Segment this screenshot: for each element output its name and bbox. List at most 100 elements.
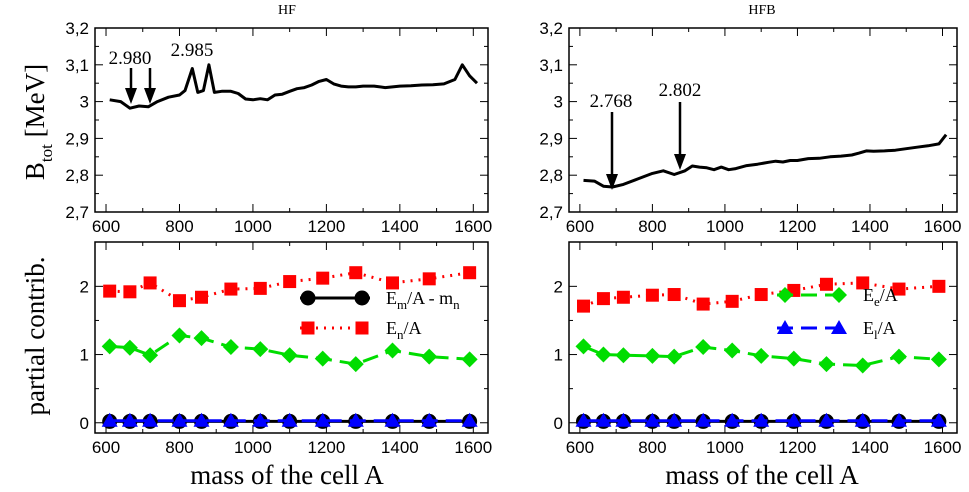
legend-label: Ee/A	[863, 285, 898, 309]
annotation-arrow-head	[674, 154, 686, 170]
y-tick-label: 2,8	[65, 166, 89, 185]
data-point	[253, 281, 267, 295]
panel-hf-partial: 600 800 1000 1200 1400 1600 0 1 2 Em/A - mn En/A	[80, 241, 492, 457]
annotation-label: 2.802	[659, 80, 702, 101]
data-point	[666, 412, 683, 427]
data-point	[421, 412, 438, 427]
x-tick-label: 1600	[924, 217, 962, 236]
annotation-label: 2.768	[590, 91, 633, 112]
data-point	[930, 412, 947, 427]
y-axis-label-top-symbol: B	[20, 162, 50, 180]
panel-title-hf: HF	[278, 3, 296, 18]
x-axis-label-right: mass of the cell A	[665, 460, 859, 490]
x-tick-label: 800	[165, 438, 193, 457]
data-point	[347, 356, 364, 373]
data-point	[281, 412, 298, 427]
x-tick-label: 1400	[381, 217, 419, 236]
y-tick-label: 3	[80, 93, 89, 112]
y-axis-label-top-subscript: tot	[37, 144, 56, 162]
x-tick-label: 600	[566, 438, 594, 457]
x-tick-label: 1000	[234, 438, 272, 457]
data-point	[142, 412, 159, 427]
x-tick-label: 800	[165, 217, 193, 236]
data-point	[595, 412, 612, 427]
y-tick-label: 2,7	[539, 203, 563, 222]
y-axis-label-top: Btot [MeV]	[20, 64, 56, 180]
data-point	[696, 297, 710, 311]
x-tick-label: 1600	[454, 217, 492, 236]
data-point	[575, 412, 592, 427]
data-point	[314, 412, 331, 427]
data-point	[667, 288, 681, 302]
data-point	[932, 279, 946, 293]
data-point	[142, 347, 159, 364]
x-tick-label: 1200	[779, 438, 817, 457]
data-point	[930, 351, 947, 368]
y-tick-label: 3,1	[65, 56, 89, 75]
data-point	[101, 412, 118, 427]
data-point	[595, 346, 612, 363]
y-tick-label: 2,9	[65, 129, 89, 148]
data-point	[856, 276, 870, 290]
data-point	[753, 347, 770, 364]
y-tick-label: 0	[554, 414, 563, 433]
annotation-label: 2.980	[109, 48, 152, 69]
legend-marker	[831, 320, 847, 334]
data-point	[615, 347, 632, 364]
data-point	[463, 266, 477, 280]
data-point	[384, 342, 401, 359]
y-tick-label: 2,9	[539, 129, 563, 148]
data-point	[171, 412, 188, 427]
panel-hfb-partial: 600 800 1000 1200 1400 1600 0 1 2 Ee/A El/A	[554, 241, 961, 457]
data-point	[461, 412, 478, 427]
data-point	[193, 412, 210, 427]
data-point	[461, 351, 478, 368]
x-tick-label: 600	[92, 438, 120, 457]
y-tick-label: 2,7	[65, 203, 89, 222]
annotation-label: 2.985	[171, 40, 214, 61]
data-point	[103, 284, 117, 298]
data-point	[724, 412, 741, 427]
y-tick-label: 2	[80, 277, 89, 296]
x-tick-label: 1200	[779, 217, 817, 236]
data-point	[171, 327, 188, 344]
data-point	[281, 347, 298, 364]
data-point	[666, 348, 683, 365]
legend-label: En/A	[386, 318, 422, 342]
data-point	[818, 412, 835, 427]
data-point	[121, 412, 138, 427]
annotation-arrow-head	[606, 174, 618, 190]
x-axis-label-left: mass of the cell A	[190, 460, 384, 490]
y-axis-label-top-space	[20, 137, 50, 144]
data-point	[193, 330, 210, 347]
x-tick-label: 600	[566, 217, 594, 236]
data-point	[252, 341, 269, 358]
legend-marker	[831, 287, 847, 303]
data-point	[283, 275, 297, 289]
legend-marker	[777, 320, 793, 334]
series-line	[109, 63, 479, 110]
data-point	[616, 290, 630, 304]
data-point	[384, 412, 401, 427]
data-point	[252, 412, 269, 427]
data-point	[890, 348, 907, 365]
data-point	[172, 294, 186, 308]
y-tick-label: 2	[554, 277, 563, 296]
legend-marker	[354, 290, 370, 306]
plot-frame	[568, 241, 958, 434]
data-point	[854, 357, 871, 374]
x-tick-label: 1400	[851, 217, 889, 236]
data-point	[644, 347, 661, 364]
panel-hf-btot: 600 800 1000 1200 1400 1600 2,7 2,8 2,9 3 3,1 3,2 2.…	[65, 19, 492, 236]
x-tick-label: 800	[638, 438, 666, 457]
x-tick-label: 1200	[307, 438, 345, 457]
data-point	[695, 412, 712, 427]
y-tick-label: 3	[554, 93, 563, 112]
x-tick-label: 1600	[454, 438, 492, 457]
x-tick-label: 1200	[307, 217, 345, 236]
y-axis-label-bottom: partial contrib.	[20, 257, 50, 416]
data-point	[143, 276, 157, 290]
data-point	[596, 292, 610, 306]
data-point	[349, 266, 363, 280]
data-point	[644, 412, 661, 427]
